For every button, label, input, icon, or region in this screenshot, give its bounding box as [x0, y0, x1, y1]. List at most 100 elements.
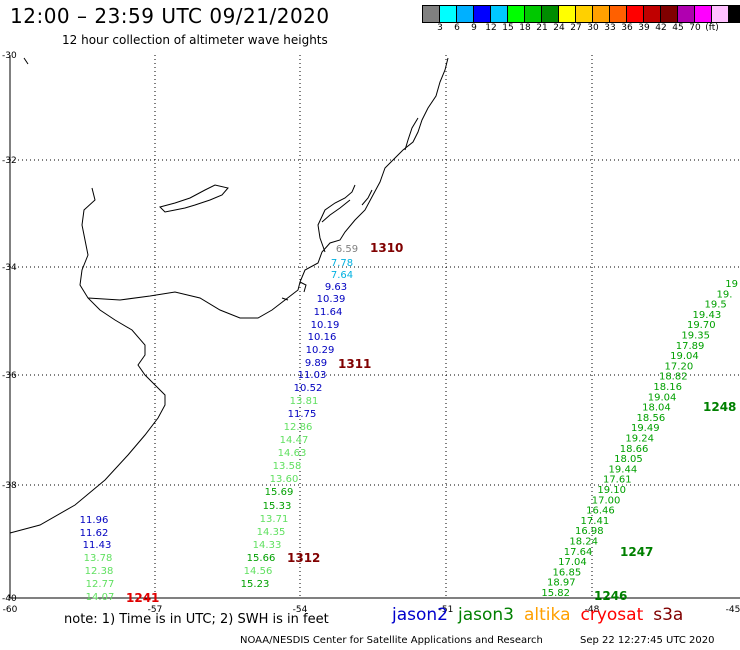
- satellite-altika: altika: [524, 605, 571, 625]
- wave-height-value: 11.03: [298, 370, 327, 381]
- wave-height-value: 14.56: [244, 566, 273, 577]
- wave-height-value: 15.33: [263, 501, 292, 512]
- wave-height-value: 15.69: [265, 487, 294, 498]
- wave-height-value: 19.35: [681, 331, 710, 342]
- wave-height-color-scale: [422, 5, 740, 23]
- wave-height-value: 18.24: [569, 537, 598, 548]
- wave-height-value: 7.64: [331, 270, 353, 281]
- color-swatch: [627, 6, 644, 22]
- wave-height-value: 14.33: [253, 540, 282, 551]
- latitude-labels: -30 -32 -34 -36 -38 -40: [2, 51, 17, 604]
- wave-height-value: 9.63: [325, 282, 347, 293]
- wave-height-value: 16.46: [586, 506, 615, 517]
- wave-height-value: 14.63: [278, 448, 307, 459]
- wave-height-value: 19.04: [670, 351, 699, 362]
- track-id-label: 1310: [370, 241, 403, 255]
- color-scale-label: 42: [655, 23, 667, 33]
- wave-height-value: 11.64: [314, 307, 343, 318]
- wave-height-value: 19.44: [609, 464, 638, 475]
- footer-timestamp: Sep 22 12:27:45 UTC 2020: [580, 635, 715, 646]
- color-scale-label: (ft): [705, 23, 719, 33]
- longitude-labels: -60 -57 -54 -51 -48 -45: [3, 605, 740, 615]
- color-scale-label: 33: [604, 23, 616, 33]
- wave-height-value: 12.38: [85, 566, 114, 577]
- wave-height-value: 13.58: [273, 461, 302, 472]
- color-scale-label: 21: [536, 23, 548, 33]
- wave-height-value: 18.97: [547, 578, 576, 589]
- color-swatch: [678, 6, 695, 22]
- wave-height-value: 19.24: [625, 434, 654, 445]
- latitude-label: -34: [2, 263, 17, 273]
- satellite-s3a: s3a: [653, 605, 684, 625]
- wave-height-value: 19.04: [648, 392, 677, 403]
- longitude-label: -60: [3, 605, 18, 615]
- color-swatch: [440, 6, 457, 22]
- color-scale-label: 3: [437, 23, 443, 33]
- wave-height-value: 11.43: [83, 540, 112, 551]
- latitude-label: -40: [2, 594, 17, 604]
- wave-height-value: 10.29: [306, 345, 335, 356]
- graticule: [10, 55, 740, 598]
- longitude-label: -57: [148, 605, 163, 615]
- color-swatch: [508, 6, 525, 22]
- color-swatch: [610, 6, 627, 22]
- color-swatch: [559, 6, 576, 22]
- wave-height-value: 13.60: [270, 474, 299, 485]
- color-swatch: [644, 6, 661, 22]
- longitude-label: -54: [293, 605, 308, 615]
- wave-height-value: 10.39: [317, 294, 346, 305]
- wave-height-value: 15.82: [541, 588, 570, 599]
- wave-height-value: 7.78: [331, 258, 353, 269]
- wave-height-value: 6.59: [336, 244, 358, 255]
- wave-height-value: 18.04: [642, 403, 671, 414]
- wave-height-value: 10.19: [311, 320, 340, 331]
- wave-height-value: 18.56: [637, 413, 666, 424]
- color-swatch: [491, 6, 508, 22]
- wave-height-value: 19.5: [705, 300, 727, 311]
- latitude-label: -32: [2, 156, 17, 166]
- wave-height-value: 13.78: [84, 553, 113, 564]
- color-scale-label: 15: [502, 23, 514, 33]
- color-scale-label: 70: [689, 23, 701, 33]
- longitude-label: -51: [439, 605, 454, 615]
- wave-height-value: 16.85: [553, 567, 582, 578]
- track-id-label: 1241: [126, 591, 159, 605]
- track-id-label: 1246: [594, 589, 627, 603]
- wave-height-value: 17.64: [564, 547, 593, 558]
- wave-height-value: 19.10: [597, 485, 626, 496]
- color-swatch: [712, 6, 729, 22]
- wave-height-value: 17.04: [558, 557, 587, 568]
- satellite-cryosat: cryosat: [580, 605, 644, 625]
- wave-height-value: 19.70: [687, 320, 716, 331]
- color-scale-label: 24: [553, 23, 565, 33]
- latitude-label: -36: [2, 371, 17, 381]
- color-swatch: [542, 6, 559, 22]
- footer-note: note: 1) Time is in UTC; 2) SWH is in fe…: [64, 612, 329, 627]
- wave-height-value: 15.23: [241, 579, 270, 590]
- coastline: [9, 57, 449, 534]
- wave-height-value: 18.66: [620, 444, 649, 455]
- color-swatch: [525, 6, 542, 22]
- wave-height-value: 19: [725, 279, 738, 290]
- track-id-label: 1248: [703, 400, 736, 414]
- wave-height-value: 18.05: [614, 454, 643, 465]
- wave-height-value: 13.81: [290, 396, 319, 407]
- page-subtitle: 12 hour collection of altimeter wave hei…: [62, 33, 328, 47]
- track-id-label: 1247: [620, 545, 653, 559]
- color-scale-label: 9: [471, 23, 477, 33]
- wave-height-value: 17.20: [665, 361, 694, 372]
- wave-height-value: 12.86: [284, 422, 313, 433]
- color-scale-label: 18: [519, 23, 531, 33]
- wave-height-value: 16.98: [575, 526, 604, 537]
- wave-height-value: 19.49: [631, 423, 660, 434]
- wave-height-value: 12.77: [86, 579, 115, 590]
- wave-height-value: 18.16: [653, 382, 682, 393]
- track-id-label: 1311: [338, 357, 371, 371]
- color-swatch: [593, 6, 610, 22]
- color-scale-label: 45: [672, 23, 684, 33]
- color-scale-label: 27: [570, 23, 582, 33]
- wave-height-value: 17.89: [676, 341, 705, 352]
- wave-height-value: 17.00: [592, 495, 621, 506]
